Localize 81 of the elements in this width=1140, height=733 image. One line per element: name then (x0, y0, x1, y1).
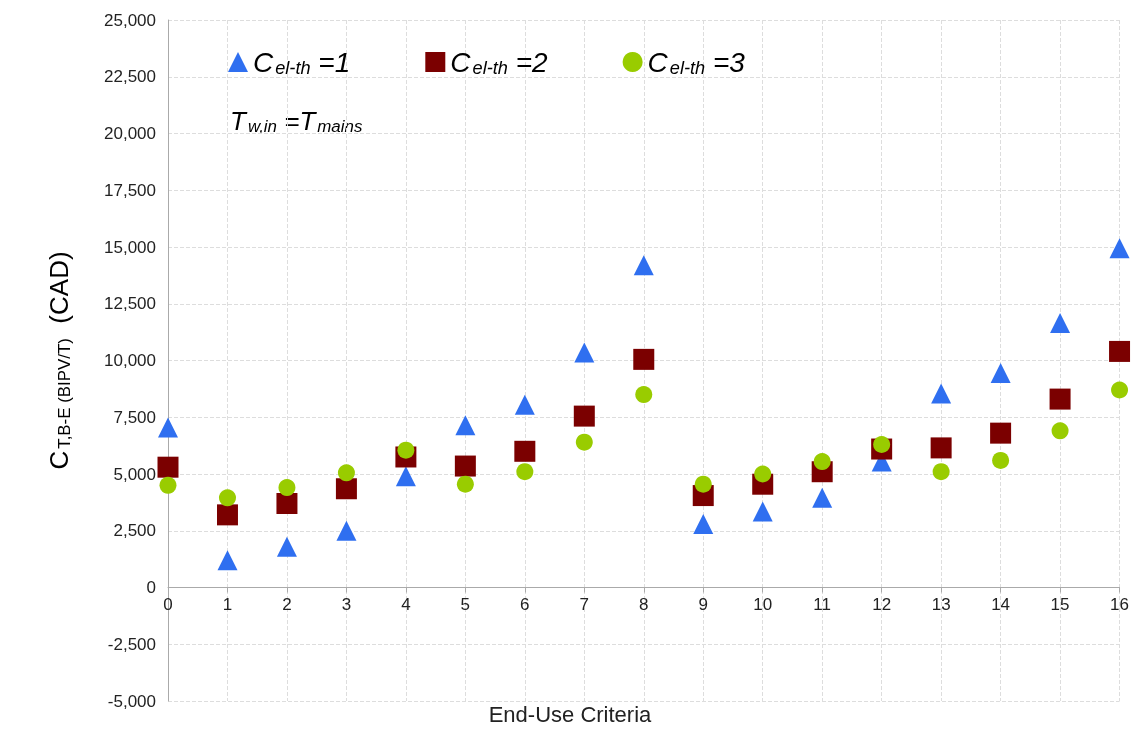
point (574, 342, 595, 363)
point (633, 348, 655, 370)
y-axis-title: CT,B-E (BIPV/T) (CAD) (44, 251, 75, 470)
point (932, 463, 950, 481)
annotation: Tw,in =Tmains (230, 106, 363, 136)
point (1111, 381, 1129, 399)
point (337, 464, 355, 482)
point (514, 440, 536, 462)
point (873, 435, 891, 453)
x-tick-label: 6 (520, 594, 530, 614)
point (1109, 340, 1131, 362)
y-tick-label: -5,000 (107, 691, 156, 711)
y-tick-label: -2,500 (107, 634, 156, 654)
legend-label: Cel-th =2 (450, 46, 549, 78)
point (158, 417, 178, 438)
x-tick-label: 13 (931, 594, 951, 614)
y-tick-label: 0 (146, 578, 156, 597)
point (693, 513, 714, 534)
y-tick-label: 10,000 (104, 351, 156, 370)
y-tick-label: 25,000 (104, 10, 156, 30)
point (395, 466, 416, 487)
x-tick-label: 14 (991, 594, 1011, 614)
y-tick-label: 12,500 (104, 294, 156, 314)
point (278, 479, 296, 497)
y-tick-label: 15,000 (104, 237, 156, 257)
point (1050, 313, 1071, 334)
point (931, 383, 952, 404)
x-tick-label: 12 (872, 594, 892, 614)
y-tick-label: 20,000 (104, 124, 156, 143)
point (276, 536, 297, 557)
point (573, 405, 595, 427)
x-tick-label: 3 (341, 594, 352, 614)
y-tick-label: 7,500 (113, 407, 156, 427)
point (694, 475, 712, 493)
x-axis-title: End-Use Criteria (488, 701, 653, 727)
point (516, 463, 534, 481)
point (992, 451, 1010, 469)
x-tick-label: 9 (698, 594, 708, 614)
x-tick-label: 10 (753, 594, 773, 614)
x-tick-label: 7 (579, 594, 590, 614)
point (276, 493, 298, 515)
point (813, 453, 831, 471)
point (216, 504, 238, 526)
point (635, 386, 653, 404)
legend-label: Cel-th =3 (647, 46, 746, 78)
y-tick-label: 17,500 (104, 180, 156, 200)
y-tick-label: 22,500 (104, 67, 156, 87)
point (752, 501, 773, 522)
point (990, 422, 1012, 444)
point (812, 487, 833, 508)
point (456, 475, 474, 493)
x-tick-label: 0 (163, 594, 173, 614)
point (157, 456, 179, 478)
legend-label: Cel-th =1 (253, 46, 351, 78)
point (1049, 388, 1071, 410)
x-tick-label: 5 (460, 594, 471, 614)
point (990, 362, 1011, 383)
point (633, 255, 654, 276)
x-tick-label: 16 (1110, 594, 1130, 614)
point (217, 550, 238, 571)
point (754, 465, 772, 483)
x-tick-label: 2 (282, 594, 292, 614)
point (336, 520, 357, 541)
point (575, 433, 593, 451)
point (159, 476, 177, 494)
point (454, 455, 476, 477)
x-tick-label: 8 (639, 594, 649, 614)
point (218, 489, 236, 507)
point (335, 478, 357, 500)
x-tick-label: 1 (222, 594, 233, 614)
x-tick-label: 4 (401, 594, 411, 614)
point (930, 437, 952, 459)
x-tick-label: 11 (813, 594, 832, 614)
y-tick-label: 5,000 (113, 464, 156, 484)
y-tick-label: 2,500 (113, 521, 156, 541)
point (514, 394, 535, 415)
x-tick-label: 15 (1050, 594, 1070, 614)
point (397, 441, 415, 459)
point (1051, 422, 1069, 440)
point (1109, 238, 1130, 259)
point (455, 415, 476, 436)
